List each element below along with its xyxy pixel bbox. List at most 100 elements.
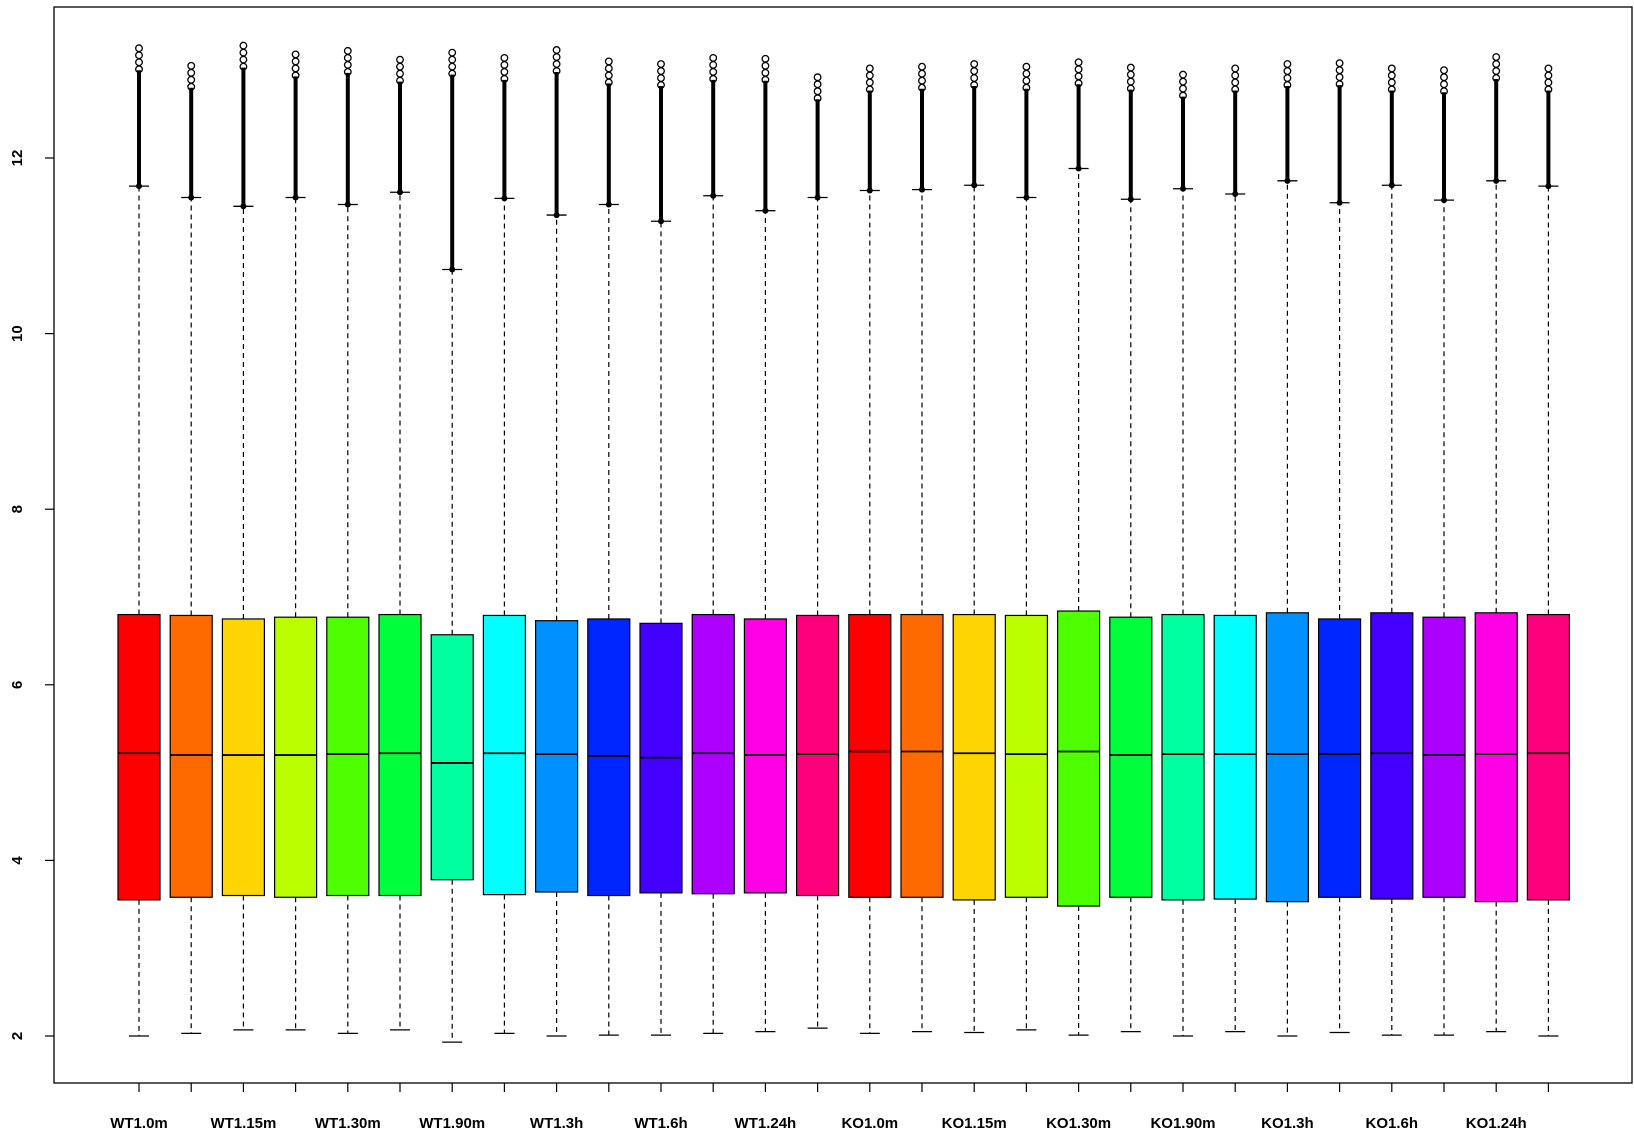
outlier-point xyxy=(1544,85,1553,94)
outlier-point xyxy=(239,55,248,64)
outlier-point xyxy=(553,212,560,219)
outlier-point xyxy=(1022,69,1031,78)
outlier-point xyxy=(1179,84,1187,93)
outlier-point xyxy=(448,62,457,71)
outlier-point xyxy=(396,76,404,85)
outlier-point xyxy=(397,189,403,196)
box-KO1.8h xyxy=(1422,616,1466,898)
outlier-point xyxy=(1126,84,1135,93)
outlier-point xyxy=(865,64,874,73)
outlier-point xyxy=(918,62,926,71)
outlier-point xyxy=(187,75,196,84)
outlier-point xyxy=(1126,70,1135,79)
outlier-point xyxy=(709,53,718,62)
outlier-point xyxy=(604,71,613,80)
outlier-point xyxy=(1387,85,1396,94)
outlier-point xyxy=(291,57,300,66)
outlier-point xyxy=(1387,71,1396,80)
y-tick-label: 4 xyxy=(9,856,26,865)
box-WT1.15m xyxy=(221,618,265,897)
outlier-point xyxy=(343,60,352,69)
outlier-point xyxy=(918,69,926,78)
box-KO1.20m xyxy=(1004,614,1049,898)
box-KO1.2h xyxy=(1213,614,1257,900)
outlier-point xyxy=(1441,197,1447,204)
outlier-point xyxy=(762,207,769,214)
box-KO1.45m xyxy=(1109,616,1153,898)
outlier-point xyxy=(761,61,770,70)
y-tick-label: 8 xyxy=(9,505,26,513)
outlier-point xyxy=(918,76,926,85)
outlier-point xyxy=(552,53,561,61)
box-WT1.45m xyxy=(378,613,422,897)
outlier-point xyxy=(1492,67,1501,75)
outlier-point xyxy=(500,60,509,69)
outlier-point xyxy=(1440,87,1448,96)
outlier-point xyxy=(1179,70,1187,79)
box-WT1.90m xyxy=(430,634,474,881)
x-tick-label: WT1.30m xyxy=(315,1115,381,1132)
outlier-point xyxy=(500,53,509,62)
outlier-point xyxy=(1440,73,1448,82)
x-tick-label: KO1.30m xyxy=(1046,1115,1111,1132)
x-tick-label: KO1.3h xyxy=(1261,1115,1314,1132)
outlier-point xyxy=(1074,65,1083,74)
outlier-point xyxy=(188,194,195,201)
outlier-point xyxy=(552,46,561,54)
outlier-point xyxy=(1179,77,1187,86)
outlier-point xyxy=(449,266,456,273)
outlier-point xyxy=(761,75,770,84)
outlier-point xyxy=(239,48,248,57)
box-KO1.48h xyxy=(1526,613,1571,901)
outlier-point xyxy=(1544,78,1553,87)
outlier-point xyxy=(396,69,404,78)
x-tick-label: WT1.3h xyxy=(530,1115,583,1132)
box-KO1.4h xyxy=(1317,618,1362,898)
outlier-point xyxy=(709,60,718,69)
outlier-point xyxy=(1545,183,1552,190)
box-KO1.6h xyxy=(1370,612,1414,900)
outlier-point xyxy=(1022,83,1031,92)
x-tick-label: KO1.90m xyxy=(1150,1115,1215,1132)
outlier-point xyxy=(865,71,874,80)
outlier-point xyxy=(604,64,613,73)
box-WT1.20m xyxy=(274,616,318,898)
box-WT1.30m xyxy=(326,616,370,897)
outlier-point xyxy=(136,183,142,190)
outlier-point xyxy=(1388,182,1395,189)
plot-frame xyxy=(53,6,1633,1084)
y-tick-label: 2 xyxy=(9,1032,26,1040)
outlier-point xyxy=(761,54,770,63)
outlier-point xyxy=(865,78,874,87)
outlier-point xyxy=(1492,74,1501,82)
x-tick-label: KO1.0m xyxy=(841,1115,898,1132)
outlier-point xyxy=(970,67,979,76)
outlier-point xyxy=(448,69,457,78)
outlier-point xyxy=(604,78,613,87)
outlier-point xyxy=(1283,74,1292,83)
x-tick-label: KO1.24h xyxy=(1466,1115,1527,1132)
outlier-point xyxy=(919,186,925,193)
box-WT1.4h xyxy=(587,618,631,897)
outlier-point xyxy=(1336,199,1343,206)
box-KO1.90m xyxy=(1161,613,1205,901)
outlier-point xyxy=(970,60,979,69)
x-tick-label: WT1.90m xyxy=(419,1115,485,1132)
outlier-point xyxy=(1284,177,1291,184)
outlier-point xyxy=(1180,185,1186,192)
outlier-point xyxy=(1335,80,1344,89)
y-tick-label: 6 xyxy=(9,681,26,689)
outlier-point xyxy=(1232,190,1239,197)
outlier-point xyxy=(918,83,926,92)
outlier-point xyxy=(291,64,300,73)
outlier-point xyxy=(552,67,561,75)
outlier-point xyxy=(343,46,352,55)
outlier-point xyxy=(1075,165,1082,172)
outlier-point xyxy=(1074,58,1083,67)
outlier-point xyxy=(657,74,665,83)
outlier-point xyxy=(657,67,665,76)
outlier-point xyxy=(1335,66,1344,75)
outlier-point xyxy=(761,68,770,77)
outlier-point xyxy=(343,67,352,76)
outlier-point xyxy=(1335,73,1344,82)
